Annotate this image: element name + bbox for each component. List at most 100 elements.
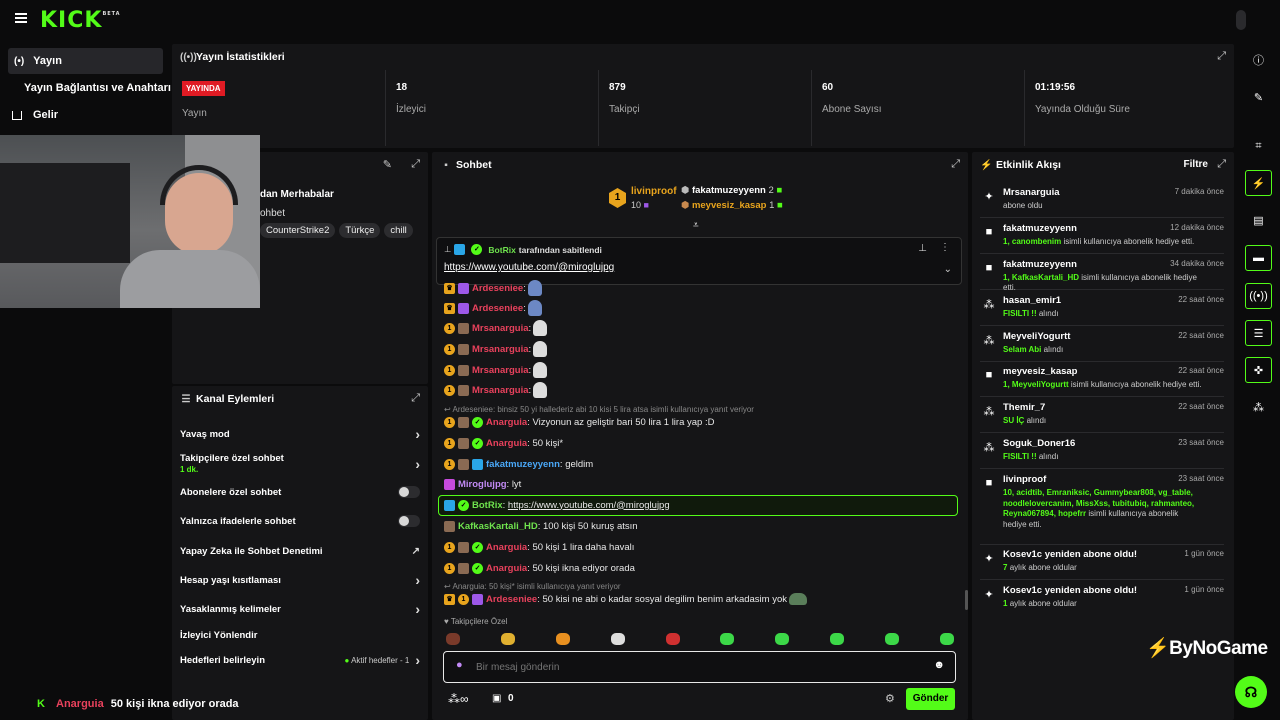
sidebar-item-yayin[interactable]: (•) Yayın: [8, 48, 163, 74]
activity-event[interactable]: ⁂ hasan_emir1 22 saat önce FISILTI !! al…: [980, 292, 1224, 326]
more-icon[interactable]: ⋮: [940, 242, 950, 253]
chat-message[interactable]: ♛ Ardeseniee:: [444, 300, 542, 316]
chat-message-highlighted[interactable]: [438, 495, 958, 516]
channel-actions-icon: ☰: [181, 393, 191, 405]
chat-message[interactable]: 1 fakatmuzeyyenn: geldim: [444, 456, 593, 472]
activity-event[interactable]: ■ livinproof 23 saat önce 10, acidtib, E…: [980, 471, 1224, 545]
pinned-message[interactable]: ⊥ ✓ BotRix tarafından sabitlendi https:/…: [436, 237, 962, 285]
send-button[interactable]: Gönder: [906, 688, 955, 710]
live-badge: YAYINDA: [182, 81, 225, 96]
activity-event[interactable]: ⁂ MeyveliYogurtt 22 saat önce Selam Abi …: [980, 328, 1224, 362]
sidebar-item-stream-key[interactable]: Yayın Bağlantısı ve Anahtarı: [24, 82, 171, 94]
chat-message[interactable]: 1 ✓ Anarguia: 50 kişi*: [444, 435, 563, 451]
emote-picker-row[interactable]: [446, 633, 954, 645]
focus-icon[interactable]: ⌗: [1255, 139, 1262, 152]
chat-message[interactable]: 1 Mrsanarguia:: [444, 362, 548, 378]
support-button[interactable]: ☊: [1235, 676, 1267, 708]
menu-icon[interactable]: [15, 13, 27, 23]
chat-message[interactable]: ✓ BotRix: https://www.youtube.com/@mirog…: [444, 497, 670, 513]
expand-icon[interactable]: ⤢: [411, 392, 420, 404]
action-host[interactable]: İzleyici Yönlendir: [180, 629, 258, 641]
reply-context[interactable]: ↩ Ardeseniee: binsiz 50 yi hallederiz ab…: [444, 405, 754, 414]
filter-button[interactable]: Filtre: [1183, 159, 1208, 170]
emote[interactable]: [446, 633, 460, 645]
sidebar-item-gelir[interactable]: Gelir: [8, 102, 58, 128]
action-slow-mode[interactable]: Yavaş mod ›: [180, 426, 420, 442]
user-avatar[interactable]: [1236, 10, 1246, 30]
tag[interactable]: CounterStrike2: [260, 223, 336, 238]
action-account-age[interactable]: Hesap yaşı kısıtlaması ›: [180, 572, 420, 588]
kick-logo[interactable]: KICKBETA: [40, 8, 121, 33]
emote[interactable]: [830, 633, 845, 645]
emote[interactable]: [555, 633, 570, 645]
kicks-rail-icon[interactable]: ⁂: [1253, 401, 1264, 414]
activity-event[interactable]: ■ fakatmuzeyyenn 34 dakika önce 1, Kafka…: [980, 256, 1224, 292]
reply-context[interactable]: ↩ Anarguia: 50 kişi* isimli kullanıcıya …: [444, 582, 621, 591]
collapse-leaderboard-icon[interactable]: ⩡: [693, 220, 699, 231]
chat-message[interactable]: ♛ 1 Ardeseniee: 50 kisi ne abi o kadar so…: [444, 591, 807, 607]
chat-link[interactable]: https://www.youtube.com/@miroglujpg: [507, 499, 670, 511]
wrench-icon[interactable]: ✜: [1245, 357, 1272, 383]
subscriber-badge: 1: [444, 437, 455, 449]
chat-message[interactable]: 1 ✓ Anarguia: Vizyonun az geliştir bari 5…: [444, 414, 714, 430]
chat-message[interactable]: 1 ✓ Anarguia: 50 kişi 1 lira daha havalı: [444, 539, 634, 555]
emote: [533, 382, 548, 398]
activity-event[interactable]: ✦ Kosev1c yeniden abone oldu! 1 gün önce…: [980, 546, 1224, 580]
emote[interactable]: [610, 633, 625, 645]
chat-input-box[interactable]: ● ☻: [443, 651, 956, 683]
kicks-icon[interactable]: ⁂∞: [448, 692, 469, 706]
lightning-icon[interactable]: ⚡: [1245, 170, 1272, 196]
activity-event[interactable]: ⁂ Themir_7 22 saat önce SU İÇ alındı: [980, 399, 1224, 433]
chat-message[interactable]: 1 Mrsanarguia:: [444, 382, 548, 398]
emote[interactable]: [775, 633, 790, 645]
info-icon[interactable]: ⓘ: [1253, 55, 1264, 67]
chevron-down-icon[interactable]: ⌄: [943, 264, 952, 275]
emote[interactable]: [665, 633, 680, 645]
chat-ticker: K Anarguia 50 kişi ikna ediyor orada: [37, 698, 239, 710]
chat-message[interactable]: Miroglujpg: lyt: [444, 476, 521, 492]
chat-message[interactable]: 1 Mrsanarguia:: [444, 341, 548, 357]
expand-icon[interactable]: ⤢: [951, 158, 960, 170]
emote[interactable]: [939, 633, 954, 645]
chat-settings-icon[interactable]: ⚙: [885, 693, 895, 705]
chat-message[interactable]: KafkasKartali_HD: 100 kişi 50 kuruş atsı…: [444, 518, 638, 534]
unpin-icon[interactable]: ⊥: [918, 243, 927, 254]
points-icon[interactable]: ▣: [492, 693, 502, 704]
subscribers-only-toggle[interactable]: [398, 486, 420, 498]
broadcast-rail-icon[interactable]: ((•)): [1245, 283, 1272, 309]
chat-message[interactable]: 1 Mrsanarguia:: [444, 320, 548, 336]
channel-actions-rail-icon[interactable]: ☰: [1245, 320, 1272, 346]
edit-icon[interactable]: ✎: [382, 159, 392, 171]
activity-event[interactable]: ✦ Mrsanarguia 7 dakika önce abone oldu: [980, 184, 1224, 218]
activity-event[interactable]: ⁂ Soguk_Doner16 23 saat önce FISILTI !! …: [980, 435, 1224, 469]
pinned-link[interactable]: https://www.youtube.com/@miroglujpg: [444, 262, 615, 273]
chat-message[interactable]: 1 ✓ Anarguia: 50 kişi ikna ediyor orada: [444, 560, 635, 576]
action-followers-only[interactable]: Takipçilere özel sohbet 1 dk. ›: [180, 453, 420, 474]
emotes-only-toggle[interactable]: [398, 515, 420, 527]
document-icon[interactable]: ▤: [1253, 214, 1264, 227]
leaderboard-top-name[interactable]: livinproof: [631, 186, 677, 197]
chat-input[interactable]: [476, 659, 916, 675]
pencil-icon[interactable]: ✎: [1253, 91, 1264, 104]
microphone-icon[interactable]: ●: [456, 659, 463, 671]
expand-icon[interactable]: ⤢: [411, 158, 420, 170]
expand-icon[interactable]: ⤢: [1217, 50, 1226, 62]
tag[interactable]: Türkçe: [339, 223, 381, 238]
tag[interactable]: chill: [384, 223, 413, 238]
activity-event[interactable]: ✦ Kosev1c yeniden abone oldu! 1 gün önce…: [980, 582, 1224, 616]
activity-event[interactable]: ■ fakatmuzeyyenn 12 dakika önce 1, canom…: [980, 220, 1224, 254]
expand-icon[interactable]: ⤢: [1217, 158, 1226, 170]
emoji-icon[interactable]: ☻: [933, 659, 945, 671]
action-emotes-only[interactable]: Yalnızca ifadelerle sohbet: [180, 510, 420, 532]
emote[interactable]: [720, 633, 735, 645]
action-banned-words[interactable]: Yasaklanmış kelimeler ›: [180, 601, 420, 617]
action-subscribers-only[interactable]: Abonelere özel sohbet: [180, 481, 420, 503]
activity-event[interactable]: ■ meyvesiz_kasap 22 saat önce 1, Meyveli…: [980, 363, 1224, 397]
emote[interactable]: [885, 633, 899, 645]
action-goals[interactable]: Hedefleri belirleyin ● Aktif hedefler - …: [180, 652, 420, 668]
emote[interactable]: [500, 633, 515, 645]
chat-bubble-icon[interactable]: ▬: [1245, 245, 1272, 271]
chat-scrollbar[interactable]: [965, 590, 968, 610]
action-ai-moderation[interactable]: Yapay Zeka ile Sohbet Denetimi ↗: [180, 545, 420, 557]
chat-message[interactable]: ♛ Ardeseniee:: [444, 280, 542, 296]
